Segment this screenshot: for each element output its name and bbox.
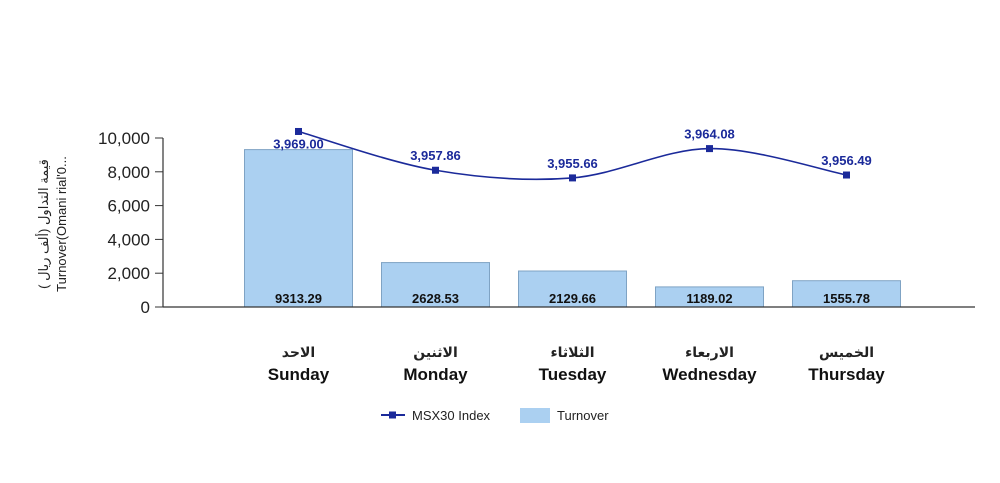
- y-tick-label: 0: [141, 298, 150, 317]
- y-axis-label-line: Turnover(Omani rial'0...: [54, 156, 69, 292]
- y-tick-label: 6,000: [107, 197, 150, 216]
- category-label-arabic: الثلاثاء: [550, 344, 594, 360]
- y-axis-label-line: ( قيمة التداول (ألف ريال: [35, 159, 52, 289]
- category-label-english: Wednesday: [662, 365, 757, 384]
- msx30-index-label: 3,956.49: [821, 153, 872, 168]
- category-label-english: Monday: [403, 365, 468, 384]
- msx30-index-point: [295, 127, 302, 135]
- y-tick-label: 2,000: [107, 264, 150, 283]
- legend-label-turnover: Turnover: [557, 408, 609, 423]
- msx30-index-label: 3,957.86: [410, 148, 461, 163]
- category-label-arabic: الخميس: [819, 344, 874, 360]
- bar-labels: 9313.29 2628.53 2129.66 1189.02 1555.78: [275, 291, 870, 306]
- msx30-index-point: [569, 174, 576, 182]
- category-labels: الاحد Sunday الاثنين Monday الثلاثاء Tuesday ا…: [268, 344, 885, 384]
- msx30-index-label: 3,969.00: [273, 136, 324, 151]
- turnover-bar-label: 2129.66: [549, 291, 596, 306]
- turnover-bar: [518, 270, 627, 308]
- category-label-english: Sunday: [268, 365, 330, 384]
- turnover-bar-label: 9313.29: [275, 291, 322, 306]
- y-tick-label: 8,000: [107, 163, 150, 182]
- y-tick-label: 10,000: [98, 129, 150, 148]
- msx30-index-point: [843, 171, 850, 179]
- turnover-bar-label: 1189.02: [686, 291, 732, 306]
- category-label-english: Tuesday: [539, 365, 607, 384]
- category-label-english: Thursday: [808, 365, 885, 384]
- turnover-bar-label: 2628.53: [412, 291, 459, 306]
- axes: [162, 138, 975, 308]
- legend: MSX30 Index Turnover: [381, 408, 609, 423]
- legend-label-index: MSX30 Index: [412, 408, 491, 423]
- category-label-arabic: الاحد: [282, 344, 315, 360]
- legend-line-marker: [389, 411, 396, 419]
- legend-bar-swatch: [520, 408, 550, 423]
- y-axis-label: ( قيمة التداول (ألف ريال Turnover(Omani r…: [35, 156, 69, 292]
- index-line: 3,969.00 3,957.86 3,955.66 3,964.08 3,956.49: [273, 127, 872, 182]
- y-axis-ticks: 0 2,000 4,000 6,000 8,000 10,000: [98, 129, 163, 317]
- msx30-index-label: 3,964.08: [684, 127, 735, 142]
- turnover-bar: [244, 149, 353, 308]
- category-label-arabic: الاربعاء: [685, 344, 734, 360]
- msx30-index-label: 3,955.66: [547, 156, 598, 171]
- category-label-arabic: الاثنين: [413, 344, 458, 361]
- msx30-index-point: [432, 166, 439, 174]
- y-tick-label: 4,000: [107, 230, 150, 249]
- turnover-bar-label: 1555.78: [823, 291, 870, 306]
- msx30-index-point: [706, 145, 713, 153]
- bars: [244, 149, 901, 308]
